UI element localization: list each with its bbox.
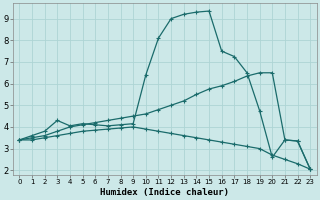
- X-axis label: Humidex (Indice chaleur): Humidex (Indice chaleur): [100, 188, 229, 197]
